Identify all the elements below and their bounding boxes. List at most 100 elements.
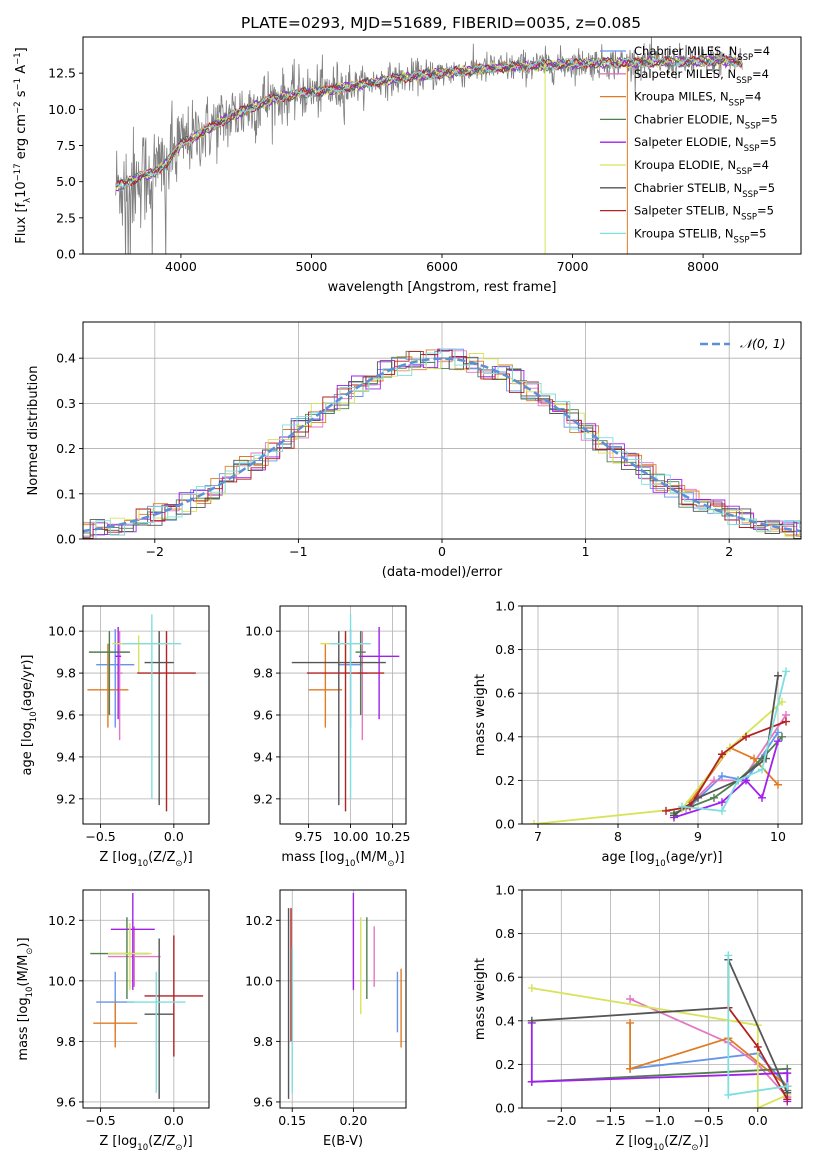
weight-vs-Z-axes: −2.0 −1.5 −1.0 −0.5 0.0 0.0 0.2 0.4 0.6 0.8 1.0 Z […: [473, 883, 803, 1153]
x-axis-label: E(B-V): [323, 1134, 363, 1149]
x-tick-label: 6000: [426, 259, 458, 274]
histogram-kroupa-stelib: [83, 348, 801, 539]
x-tick-label: −0.5: [85, 829, 115, 844]
y-axis-label: Flux [fλ10−17 erg cm−2 s−1 A−1]: [13, 47, 33, 243]
weight-marker: [783, 1069, 792, 1078]
y-tick-label: 0.2: [495, 773, 515, 788]
weight-vs-age-plot-area: [530, 667, 790, 824]
x-axis-label: (data-model)/error: [382, 565, 503, 580]
weight-marker: [783, 1082, 792, 1091]
residuals-plot-area: [83, 348, 801, 539]
legend-label: Chabrier ELODIE, NSSP=5: [634, 112, 778, 131]
x-axis-label: Z [log10(Z/Z⊙)]: [99, 1134, 192, 1153]
x-tick-label: −0.5: [85, 1113, 115, 1128]
y-tick-label: 0.8: [495, 642, 515, 657]
errorbar-point: [88, 631, 130, 715]
errorbar-point: [291, 631, 386, 806]
weight-marker: [724, 1090, 733, 1099]
age-vs-Z-axes: −0.5 0.0 9.2 9.4 9.6 9.8 10.0 Z [log10(Z/Z⊙)] ag…: [20, 605, 210, 869]
y-tick-label: 9.8: [253, 1034, 273, 1049]
errorbar-point: [144, 935, 204, 1057]
x-tick-label: −2.0: [546, 1113, 576, 1128]
errorbar-point: [137, 631, 196, 812]
errorbar-point: [110, 893, 155, 990]
legend-label: 𝒩(0, 1): [740, 336, 786, 351]
x-tick-label: 7000: [557, 259, 589, 274]
weight-line-kroupa-elodie: [533, 701, 783, 824]
x-tick-label: 8: [614, 829, 622, 844]
x-tick-label: 9: [694, 829, 702, 844]
x-tick-label: 0: [438, 544, 446, 559]
mass-vs-Z-frame: [82, 889, 210, 1109]
x-tick-label: 10.25: [375, 829, 411, 844]
x-axis-label: age [log10(age/yr)]: [602, 850, 723, 869]
x-axis-label: Z [log10(Z/Z⊙)]: [99, 850, 192, 869]
weight-marker: [782, 667, 790, 676]
residual-legend: 𝒩(0, 1): [700, 336, 786, 351]
y-axis-label: Normed distribution: [26, 366, 41, 496]
y-tick-label: 9.6: [253, 708, 273, 723]
histogram-chabrier-elodie: [83, 350, 801, 536]
plots-layer: 4000 5000 6000 7000 80000.02.55.07.510.012.5…: [13, 36, 803, 1153]
legend-label: Chabrier MILES, NSSP=4: [634, 44, 770, 63]
weight-marker: [530, 820, 538, 824]
weight-marker: [742, 732, 750, 741]
weight-line-salpeter-miles: [629, 998, 788, 1098]
y-tick-label: 9.8: [253, 666, 273, 681]
errorbar-point: [126, 971, 186, 1093]
y-tick-label: 0.3: [56, 396, 76, 411]
weight-marker: [753, 1104, 762, 1108]
weight-marker: [527, 984, 536, 993]
y-tick-label: 0.6: [495, 686, 515, 701]
y-tick-label: 5.0: [56, 174, 76, 189]
y-tick-label: 0.0: [56, 247, 76, 262]
errorbar-point: [107, 923, 152, 990]
y-tick-label: 9.6: [56, 708, 76, 723]
y-tick-label: 0.4: [495, 729, 515, 744]
errorbar-point: [122, 614, 182, 799]
y-tick-label: 0.0: [56, 532, 76, 547]
weight-marker: [753, 1042, 762, 1051]
weight-marker: [758, 793, 766, 802]
legend-label: Salpeter MILES, NSSP=4: [634, 67, 769, 86]
y-tick-label: 10.0: [48, 102, 76, 117]
weight-marker: [527, 1077, 536, 1086]
x-tick-label: 9.75: [295, 829, 323, 844]
weight-marker: [662, 806, 670, 815]
y-tick-label: 2.5: [56, 210, 76, 225]
legend-label: Salpeter STELIB, NSSP=5: [634, 204, 774, 223]
weight-marker: [678, 802, 686, 811]
x-tick-label: −1.5: [595, 1113, 625, 1128]
errorbar-point: [107, 926, 161, 987]
errorbar-point: [144, 631, 174, 806]
y-tick-label: 1.0: [495, 599, 515, 614]
x-tick-label: 4000: [165, 259, 197, 274]
mass-vs-Z-plot-area: [90, 893, 204, 1099]
x-axis-label: mass [log10(M/M⊙)]: [281, 850, 404, 869]
spectrum-legend: Chabrier MILES, NSSP=4 Salpeter MILES, NS…: [600, 44, 778, 245]
x-axis-label: Z [log10(Z/Z⊙)]: [615, 1134, 708, 1153]
y-tick-label: 0.4: [56, 351, 76, 366]
x-tick-label: −0.5: [693, 1113, 723, 1128]
x-tick-label: 0.0: [164, 1113, 184, 1128]
errorbar-point: [144, 938, 174, 1099]
legend-label: Kroupa STELIB, NSSP=5: [634, 226, 766, 245]
spectrum-axes: 4000 5000 6000 7000 8000 0.0 2.5 5.0 7.5 10.0 12.5…: [13, 36, 802, 295]
weight-marker: [774, 737, 782, 746]
y-tick-label: 0.0: [495, 817, 515, 832]
weight-marker: [718, 806, 726, 815]
weight-marker: [783, 1095, 792, 1104]
errorbar-point: [96, 629, 135, 728]
x-axis-label: wavelength [Angstrom, rest frame]: [328, 280, 557, 295]
weight-marker: [718, 750, 726, 759]
y-tick-label: 1.0: [495, 883, 515, 898]
y-tick-label: 9.6: [253, 1094, 273, 1109]
y-tick-label: 10.0: [48, 624, 76, 639]
gaussian-curve: [83, 357, 801, 533]
mass-vs-ebv-plot-area: [287, 893, 402, 1099]
errorbar-point: [115, 626, 122, 720]
x-tick-label: −2: [146, 544, 164, 559]
weight-marker: [774, 780, 782, 789]
histogram-salpeter-stelib: [83, 350, 801, 539]
